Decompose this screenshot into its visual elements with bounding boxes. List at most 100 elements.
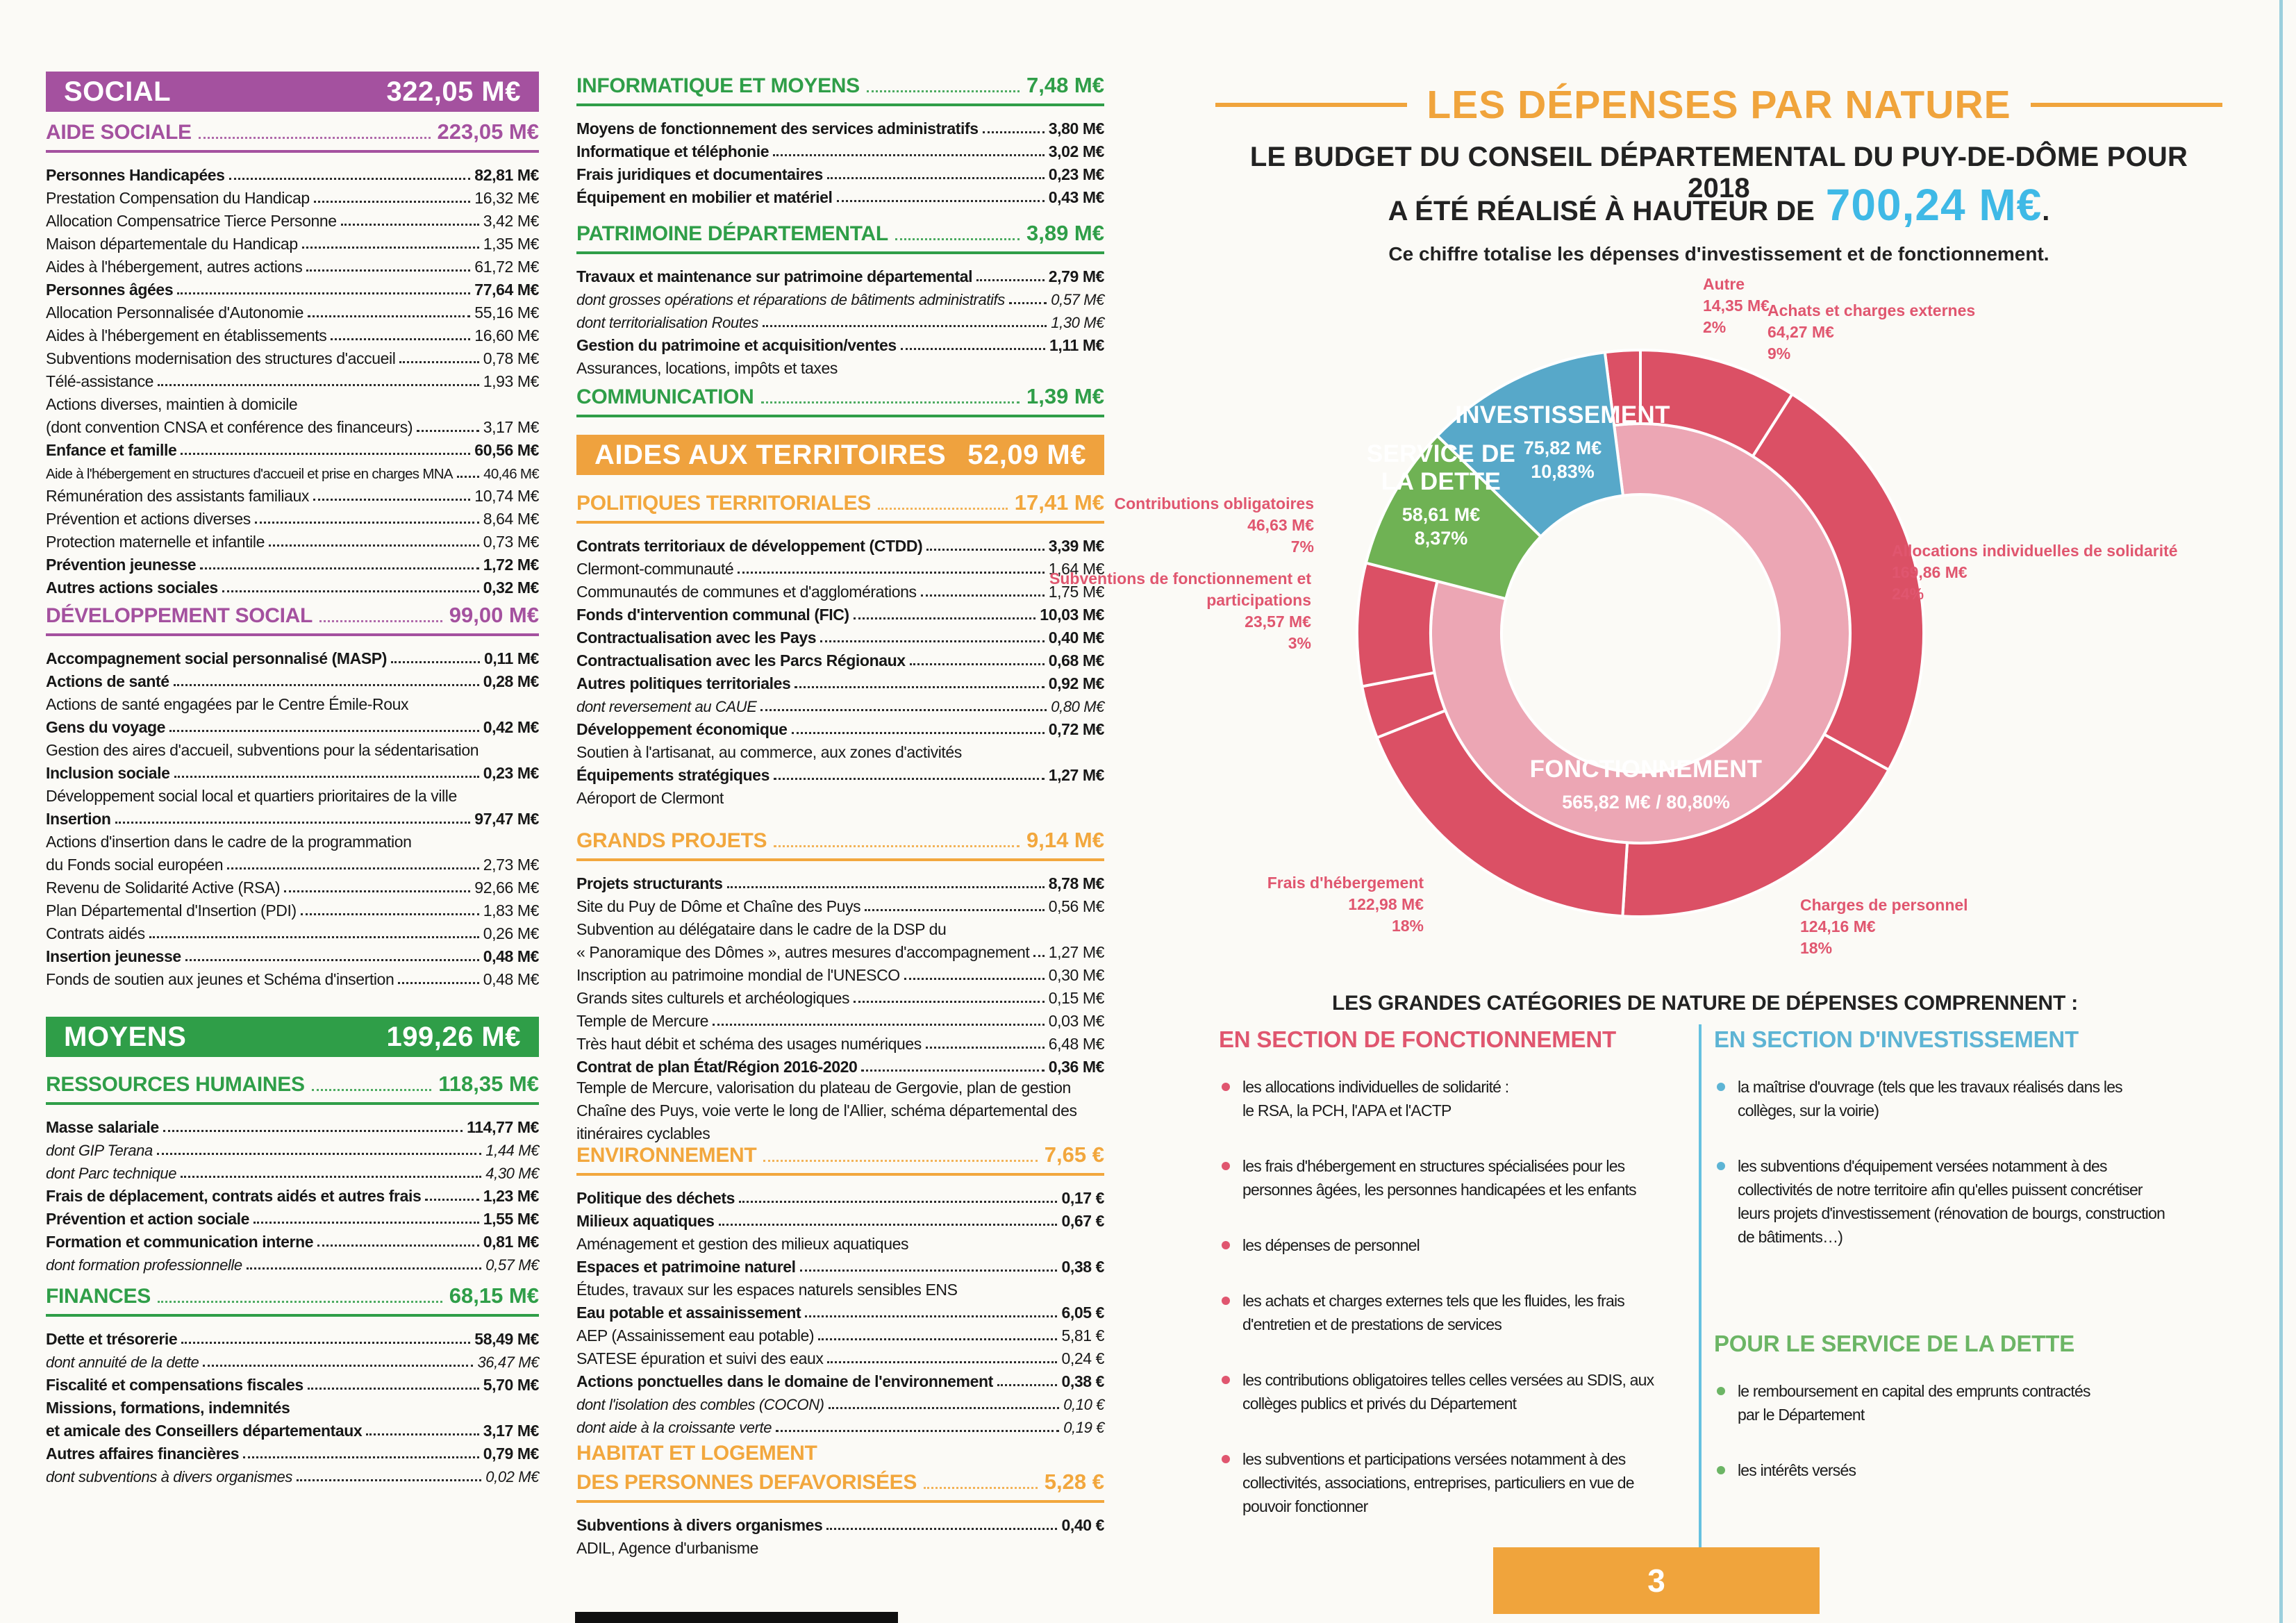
budget-row: Inclusion sociale 0,23 M€: [46, 760, 539, 783]
budget-row: Missions, formations, indemnités: [46, 1395, 539, 1417]
label-name: Allocations individuelles de solidarité: [1892, 542, 2178, 560]
row-value: 0,67 €: [1061, 1212, 1104, 1230]
row-value: 6,05 €: [1061, 1304, 1104, 1322]
row-label: Accompagnement social personnalisé (MASP…: [46, 649, 388, 667]
label-pct: 3%: [1288, 634, 1311, 652]
budget-row: Formation et communication interne 0,81 M…: [46, 1229, 539, 1251]
leader-dots: [253, 1222, 479, 1224]
row-label: Frais juridiques et documentaires: [576, 165, 823, 183]
budget-row: Développement économique 0,72 M€: [576, 716, 1104, 739]
row-value: 0,48 M€: [483, 970, 540, 988]
row-label: dont grosses opérations et réparations d…: [576, 291, 1005, 308]
leader-dots: [836, 200, 1045, 202]
banner-value: 52,09 M€: [967, 439, 1086, 470]
row-value: 0,02 M€: [485, 1468, 539, 1485]
donut-chart-svg: [1356, 349, 1925, 918]
row-value: 0,48 M€: [483, 947, 540, 965]
amount-prefix: A ÉTÉ RÉALISÉ À HAUTEUR DE: [1388, 196, 1815, 226]
budget-row: Soutien à l'artisanat, au commerce, aux …: [576, 739, 1104, 762]
row-label: Grands sites culturels et archéologiques: [576, 989, 850, 1007]
bullet-item: les subventions et participations versée…: [1220, 1447, 1682, 1518]
row-value: 36,47 M€: [477, 1354, 539, 1371]
row-value: 1,55 M€: [483, 1210, 540, 1228]
row-label: Projets structurants: [576, 874, 723, 892]
group-title: DÉVELOPPEMENT SOCIAL: [46, 604, 313, 627]
row-value: 0,28 M€: [483, 672, 540, 690]
budget-row: Développement social local et quartiers …: [46, 783, 539, 806]
wedge-name: SERVICE DE LA DETTE: [1366, 440, 1516, 495]
leader-dots: [158, 384, 479, 386]
budget-row: Espaces et patrimoine naturel 0,38 €: [576, 1254, 1104, 1276]
row-label: Maison départementale du Handicap: [46, 235, 298, 253]
leader-dots: [306, 269, 471, 272]
leader-dots: [157, 1301, 442, 1303]
row-label: Contractualisation avec les Pays: [576, 629, 817, 647]
leader-dots: [156, 1153, 482, 1155]
row-value: 1,35 M€: [483, 235, 540, 253]
leader-dots: [866, 90, 1020, 92]
budget-row: Aménagement et gestion des milieux aquat…: [576, 1231, 1104, 1254]
banner-title: MOYENS: [64, 1021, 187, 1052]
bullet-item: les intérêts versés: [1715, 1458, 2170, 1482]
row-value: 0,79 M€: [483, 1445, 540, 1463]
budget-row: dont l'isolation des combles (COCON) 0,10…: [576, 1391, 1104, 1414]
label-name: Autre: [1703, 275, 1745, 293]
budget-row: Masse salariale 114,77 M€: [46, 1114, 539, 1137]
row-value: 2,73 M€: [483, 856, 540, 874]
label-value: 23,57 M€: [1245, 613, 1311, 631]
budget-section: POLITIQUES TERRITORIALES 17,41 M€ Contrats…: [576, 490, 1104, 808]
row-label: Subvention au délégataire dans le cadre …: [576, 920, 947, 938]
label-pct: 24%: [1892, 585, 1924, 603]
row-label: Revenu de Solidarité Active (RSA): [46, 879, 281, 897]
row-value: 3,17 M€: [483, 1422, 540, 1440]
bullet-item: les subventions d'équipement versées not…: [1715, 1154, 2170, 1249]
categories-heading: LES GRANDES CATÉGORIES DE NATURE DE DÉPE…: [1331, 992, 2079, 1015]
budget-row: Contractualisation avec les Pays 0,40 M€: [576, 624, 1104, 647]
leader-dots: [718, 1224, 1058, 1226]
budget-row: Aide à l'hébergement en structures d'acc…: [46, 460, 540, 483]
row-value: 0,32 M€: [483, 579, 540, 597]
budget-row: dont aide à la croissante verte 0,19 €: [576, 1414, 1104, 1437]
column-divider: [1699, 1024, 1702, 1580]
section-banner: AIDES AUX TERRITOIRES 52,09 M€: [576, 435, 1104, 475]
leader-dots: [317, 1245, 479, 1247]
label-name: Contributions obligatoires: [1114, 494, 1315, 513]
label-name: Frais d'hébergement: [1267, 874, 1424, 892]
leader-dots: [300, 913, 479, 915]
wedge-pct: 8,37%: [1414, 528, 1468, 549]
row-value: 55,16 M€: [474, 303, 539, 322]
budget-row: Dette et trésorerie 58,49 M€: [46, 1326, 539, 1349]
row-value: 0,15 M€: [1048, 989, 1105, 1007]
row-label: Informatique et téléphonie: [576, 142, 770, 160]
row-label: Développement économique: [576, 720, 788, 738]
budget-section: HABITAT ET LOGEMENT DES PERSONNES DEFAVOR…: [576, 1442, 1104, 1558]
row-label: Fonds de soutien aux jeunes et Schéma d'…: [46, 970, 394, 988]
bullet-item: les contributions obligatoires telles ce…: [1220, 1368, 1682, 1415]
budget-row: dont reversement au CAUE 0,80 M€: [576, 693, 1104, 716]
budget-section: DÉVELOPPEMENT SOCIAL 99,00 M€ Accompagneme…: [46, 603, 539, 989]
group-title: COMMUNICATION: [576, 385, 754, 408]
budget-row: SATESE épuration et suivi des eaux 0,24 €: [576, 1345, 1104, 1368]
row-label: dont annuité de la dette: [46, 1354, 199, 1371]
leader-dots: [246, 1267, 482, 1270]
budget-row: Équipements stratégiques 1,27 M€: [576, 762, 1104, 785]
row-label: Prévention jeunesse: [46, 556, 197, 574]
leader-dots: [853, 617, 1036, 619]
row-label: Rémunération des assistants familiaux: [46, 487, 309, 505]
leader-dots: [296, 1479, 482, 1481]
budget-row: dont Parc technique 4,30 M€: [46, 1160, 539, 1183]
budget-row: Prestation Compensation du Handicap 16,32…: [46, 185, 539, 208]
budget-row: Autres politiques territoriales 0,92 M€: [576, 670, 1104, 693]
group-title: GRANDS PROJETS: [576, 829, 767, 852]
row-label: Missions, formations, indemnités: [46, 1399, 290, 1417]
row-label: Assurances, locations, impôts et taxes: [576, 359, 838, 377]
row-label: Télé-assistance: [46, 372, 154, 390]
leader-dots: [828, 1407, 1060, 1409]
row-label: Clermont-communauté: [576, 560, 734, 578]
group-value: 7,48 M€: [1026, 73, 1104, 97]
leader-dots: [826, 177, 1045, 179]
leader-dots: [776, 1430, 1060, 1432]
leader-dots: [762, 325, 1047, 327]
leader-dots: [795, 686, 1045, 688]
group-title-line1: HABITAT ET LOGEMENT: [576, 1442, 817, 1465]
